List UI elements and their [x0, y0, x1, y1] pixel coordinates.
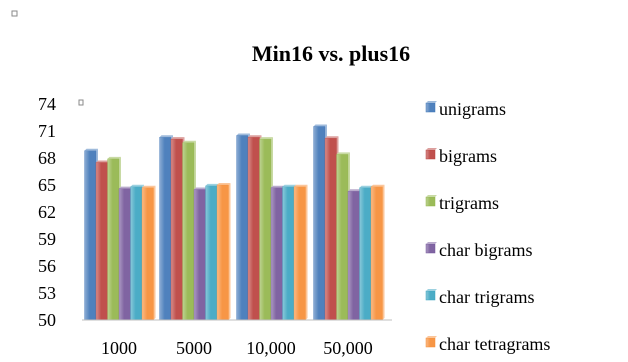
bar-top [217, 183, 231, 185]
bar [141, 187, 154, 321]
bar-top [96, 160, 110, 163]
legend-item: char bigrams [425, 240, 532, 260]
bar-top [182, 140, 196, 143]
y-tick-label: 59 [38, 229, 56, 249]
bar [170, 138, 183, 321]
x-tick-label: 5000 [176, 338, 212, 358]
y-tick-label: 68 [38, 148, 56, 168]
bar [259, 138, 272, 321]
legend-item: trigrams [425, 193, 499, 213]
x-tick-label: 1000 [101, 338, 137, 358]
bar [130, 186, 143, 321]
legend-label: char bigrams [439, 240, 532, 260]
bar-top [205, 183, 219, 186]
legend-label: unigrams [439, 99, 506, 119]
legend-item: unigrams [425, 99, 506, 119]
y-tick-label: 71 [38, 121, 56, 141]
bar-top [236, 133, 250, 136]
legend-swatch-top [426, 101, 437, 103]
legend-swatch [425, 149, 436, 160]
legend-swatch [425, 290, 436, 301]
legend-swatch [425, 102, 436, 113]
chart-title: Min16 vs. plus16 [252, 41, 410, 66]
bar [216, 184, 229, 321]
legend-label: bigrams [439, 146, 497, 166]
bar [270, 187, 283, 321]
bar-top [325, 136, 339, 139]
legend-swatch [425, 196, 436, 207]
bar-top [359, 185, 373, 188]
bar [182, 142, 195, 321]
legend-swatch-top [426, 336, 437, 338]
bar [293, 186, 306, 321]
bar-top [130, 184, 144, 187]
bar-top [294, 184, 308, 187]
bar [205, 185, 218, 321]
bar [336, 154, 349, 321]
bar-top [348, 189, 362, 192]
legend-swatch-top [426, 242, 437, 244]
legend-swatch-top [426, 195, 437, 197]
bar [247, 137, 260, 321]
y-tick-label: 65 [38, 175, 56, 195]
bar-top [248, 135, 262, 138]
legend-item: char tetragrams [425, 334, 550, 354]
bar-top [259, 137, 273, 140]
legend-label: char trigrams [439, 287, 534, 307]
bar [282, 186, 295, 321]
y-tick-label: 74 [38, 94, 56, 114]
bar [324, 138, 337, 321]
legend-label: char tetragrams [439, 334, 550, 354]
bar-top [84, 148, 98, 151]
y-tick-label: 50 [38, 310, 56, 330]
y-tick-label: 56 [38, 256, 56, 276]
bar-top [271, 185, 285, 188]
bar-top [194, 187, 208, 190]
legend-swatch-top [426, 148, 437, 150]
bar [84, 150, 97, 321]
bars-group [82, 124, 392, 321]
bar [107, 158, 120, 321]
bar-top [107, 156, 121, 159]
legend-item: bigrams [425, 146, 497, 166]
legend: unigrams bigrams trigrams char bigrams char … [425, 99, 550, 354]
bar-top [119, 186, 133, 189]
bar-side [305, 184, 308, 320]
legend-label: trigrams [439, 193, 499, 213]
bar-side [382, 184, 385, 320]
bar [159, 137, 172, 321]
bar-top [171, 137, 185, 140]
bar [370, 186, 383, 321]
bar-top [371, 184, 385, 187]
chart-selection-handle[interactable] [11, 10, 18, 17]
legend-swatch-top [426, 289, 437, 291]
y-axis: 50 53 56 59 62 65 68 71 74 [38, 94, 56, 330]
x-axis: 1000 5000 10,000 50,000 [101, 338, 373, 358]
bar [118, 188, 131, 321]
bar [95, 162, 108, 321]
y-tick-label: 53 [38, 283, 56, 303]
bar-top [142, 185, 156, 188]
legend-item: char trigrams [425, 287, 534, 307]
bar [193, 189, 206, 321]
plot-selection-handle[interactable] [78, 99, 84, 106]
bar-side [228, 183, 231, 320]
x-tick-label: 10,000 [246, 338, 296, 358]
legend-swatch [425, 243, 436, 254]
bar [313, 126, 326, 321]
legend-swatch [425, 337, 436, 348]
bar [347, 191, 360, 321]
bar-side [153, 185, 156, 320]
bar-top [313, 124, 327, 127]
bar-top [282, 184, 296, 187]
y-tick-label: 62 [38, 202, 56, 222]
bar [236, 135, 249, 321]
x-tick-label: 50,000 [323, 338, 373, 358]
bar-top [336, 152, 350, 155]
bar-top [159, 135, 173, 138]
bar [359, 187, 372, 321]
